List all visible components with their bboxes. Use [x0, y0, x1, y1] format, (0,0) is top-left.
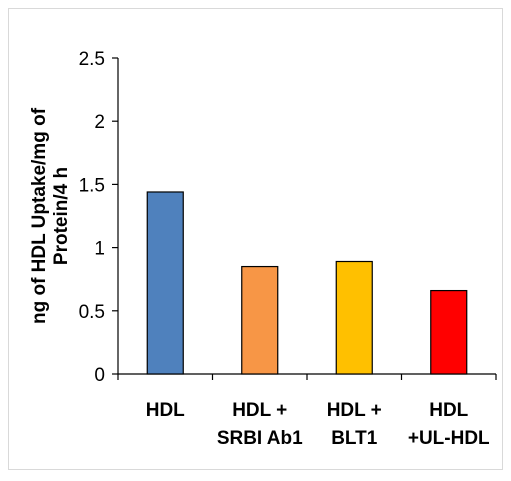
x-tick-label-line: HDL + [232, 400, 287, 421]
bar [335, 260, 373, 375]
chart-frame [8, 8, 503, 470]
x-tick-label-line: HDL [146, 400, 185, 421]
y-tick-label: 0.5 [79, 302, 105, 323]
x-tick-label-line: HDL [429, 400, 468, 421]
bar [430, 289, 468, 375]
x-tick-label-line: HDL + [327, 400, 382, 421]
x-tick-label: HDL +UL-HDL [408, 400, 490, 449]
y-axis-title: ng of HDL Uptake/mg of Protein/4 h [29, 107, 72, 324]
x-axis [117, 373, 497, 380]
x-tick-label-line: +UL-HDL [408, 428, 490, 449]
y-tick-label: 2.5 [79, 49, 105, 70]
bar [146, 191, 184, 375]
y-tick-label: 0 [94, 365, 105, 386]
y-axis: 0 0.5 1 1.5 2 2.5 [79, 49, 119, 386]
x-tick-label-line: BLT1 [331, 428, 378, 449]
y-tick-label: 1.5 [79, 175, 105, 196]
y-axis-title-line: ng of HDL Uptake/mg of [29, 107, 50, 324]
y-axis-title-line: Protein/4 h [51, 167, 72, 265]
x-tick-label: HDL + SRBI Ab1 [217, 400, 303, 449]
x-tick-label: HDL [146, 400, 185, 421]
x-tick-label-line: SRBI Ab1 [217, 428, 303, 449]
x-tick-label: HDL + BLT1 [327, 400, 382, 449]
bar [241, 265, 279, 375]
y-tick-label: 1 [94, 239, 105, 260]
y-tick-label: 2 [94, 112, 105, 133]
bars [146, 191, 468, 375]
x-axis-labels: HDL HDL + SRBI Ab1 HDL + BLT1 HDL +UL-HDL [146, 400, 490, 449]
